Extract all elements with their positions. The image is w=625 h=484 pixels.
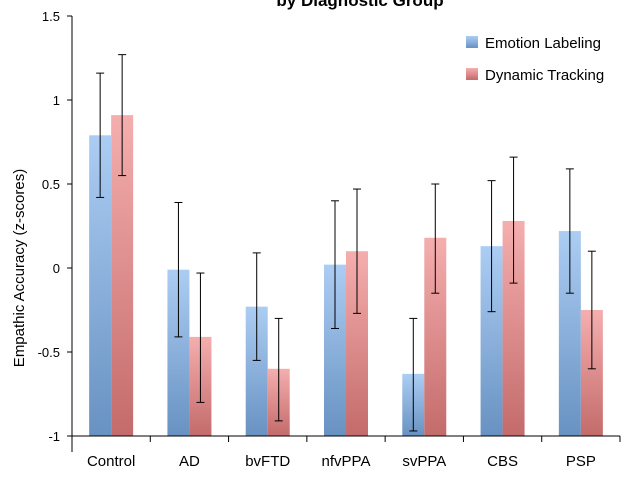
bar-psp-emotion-labeling [558, 231, 581, 436]
error-bar [118, 54, 127, 177]
legend-item: Dynamic Tracking [466, 67, 604, 84]
error-bar [431, 183, 440, 294]
bar-nfvppa-dynamic-tracking [346, 251, 368, 436]
error-bar [96, 72, 105, 198]
y-tick-label: -0.5 [38, 345, 60, 360]
bar-svppa-dynamic-tracking [424, 237, 447, 436]
legend-swatch [466, 68, 478, 80]
error-bar [509, 156, 518, 284]
x-axis: Control AD bvFTD nfvPPA svPPA CBS PSP [87, 453, 596, 470]
legend-label: Dynamic Tracking [485, 67, 604, 84]
x-tick-label: svPPA [402, 453, 446, 470]
bar-bvftd-emotion-labeling [245, 306, 268, 436]
x-tick-label: PSP [566, 453, 596, 470]
error-bar [353, 188, 361, 314]
error-bar [252, 252, 261, 361]
bar-control-dynamic-tracking [111, 115, 134, 437]
x-tick-label: AD [179, 453, 200, 470]
error-bar [174, 201, 183, 338]
x-tick-label: CBS [487, 453, 518, 470]
legend-swatch [466, 36, 478, 48]
error-bar [274, 317, 283, 422]
y-tick-label: 1 [53, 93, 60, 108]
bar-nfvppa-emotion-labeling [324, 264, 346, 436]
y-tick-label: -1 [48, 429, 60, 444]
error-bar [331, 200, 339, 329]
error-bars [96, 54, 596, 432]
bar-control-emotion-labeling [89, 135, 112, 436]
axes [71, 16, 621, 452]
bars [89, 115, 603, 437]
bar-ad-emotion-labeling [167, 269, 190, 436]
x-tick-label: Control [87, 453, 135, 470]
bar-cbs-dynamic-tracking [502, 220, 525, 436]
x-tick-label: bvFTD [245, 453, 290, 470]
error-bar [565, 168, 574, 294]
bar-psp-dynamic-tracking [580, 310, 603, 436]
y-axis-label: Empathic Accuracy (z-scores) [11, 169, 28, 367]
bar-cbs-emotion-labeling [480, 246, 503, 436]
error-bar [196, 272, 205, 403]
y-tick-label: 0 [53, 261, 60, 276]
legend: Emotion Labeling Dynamic Tracking [466, 35, 604, 84]
y-tick-label: 0.5 [42, 177, 60, 192]
y-tick-label: 1.5 [42, 9, 60, 24]
error-bar [487, 180, 496, 313]
error-bar [587, 250, 596, 370]
legend-item: Emotion Labeling [466, 35, 601, 52]
y-axis: 1.5 1 0.5 0 -0.5 -1 [38, 9, 72, 444]
legend-label: Emotion Labeling [485, 35, 601, 52]
error-bar [409, 317, 418, 432]
chart-title: by Diagnostic Group [276, 0, 443, 10]
x-tick-label: nfvPPA [322, 453, 371, 470]
